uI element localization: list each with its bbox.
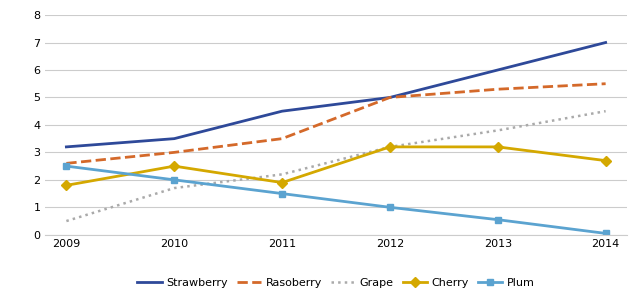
- Cherry: [278, 181, 286, 185]
- Strawberry: [386, 96, 394, 99]
- Rasoberry: [494, 87, 502, 91]
- Line: Rasoberry: Rasoberry: [67, 84, 605, 163]
- Strawberry: [278, 109, 286, 113]
- Legend: Strawberry, Rasoberry, Grape, Cherry, Plum: Strawberry, Rasoberry, Grape, Cherry, Pl…: [133, 273, 539, 292]
- Plum: [170, 178, 178, 182]
- Grape: [63, 219, 70, 223]
- Grape: [494, 129, 502, 132]
- Rasoberry: [170, 150, 178, 154]
- Grape: [278, 172, 286, 176]
- Line: Cherry: Cherry: [63, 143, 609, 189]
- Cherry: [386, 145, 394, 149]
- Line: Grape: Grape: [67, 111, 605, 221]
- Plum: [63, 164, 70, 168]
- Strawberry: [602, 41, 609, 44]
- Plum: [494, 218, 502, 222]
- Line: Plum: Plum: [63, 163, 609, 237]
- Cherry: [63, 184, 70, 187]
- Line: Strawberry: Strawberry: [67, 42, 605, 147]
- Grape: [386, 145, 394, 149]
- Grape: [170, 186, 178, 190]
- Rasoberry: [602, 82, 609, 85]
- Rasoberry: [278, 137, 286, 141]
- Cherry: [170, 164, 178, 168]
- Grape: [602, 109, 609, 113]
- Plum: [602, 231, 609, 235]
- Rasoberry: [386, 96, 394, 99]
- Plum: [278, 192, 286, 195]
- Strawberry: [63, 145, 70, 149]
- Rasoberry: [63, 162, 70, 165]
- Strawberry: [170, 137, 178, 141]
- Strawberry: [494, 68, 502, 72]
- Plum: [386, 206, 394, 209]
- Cherry: [602, 159, 609, 163]
- Cherry: [494, 145, 502, 149]
